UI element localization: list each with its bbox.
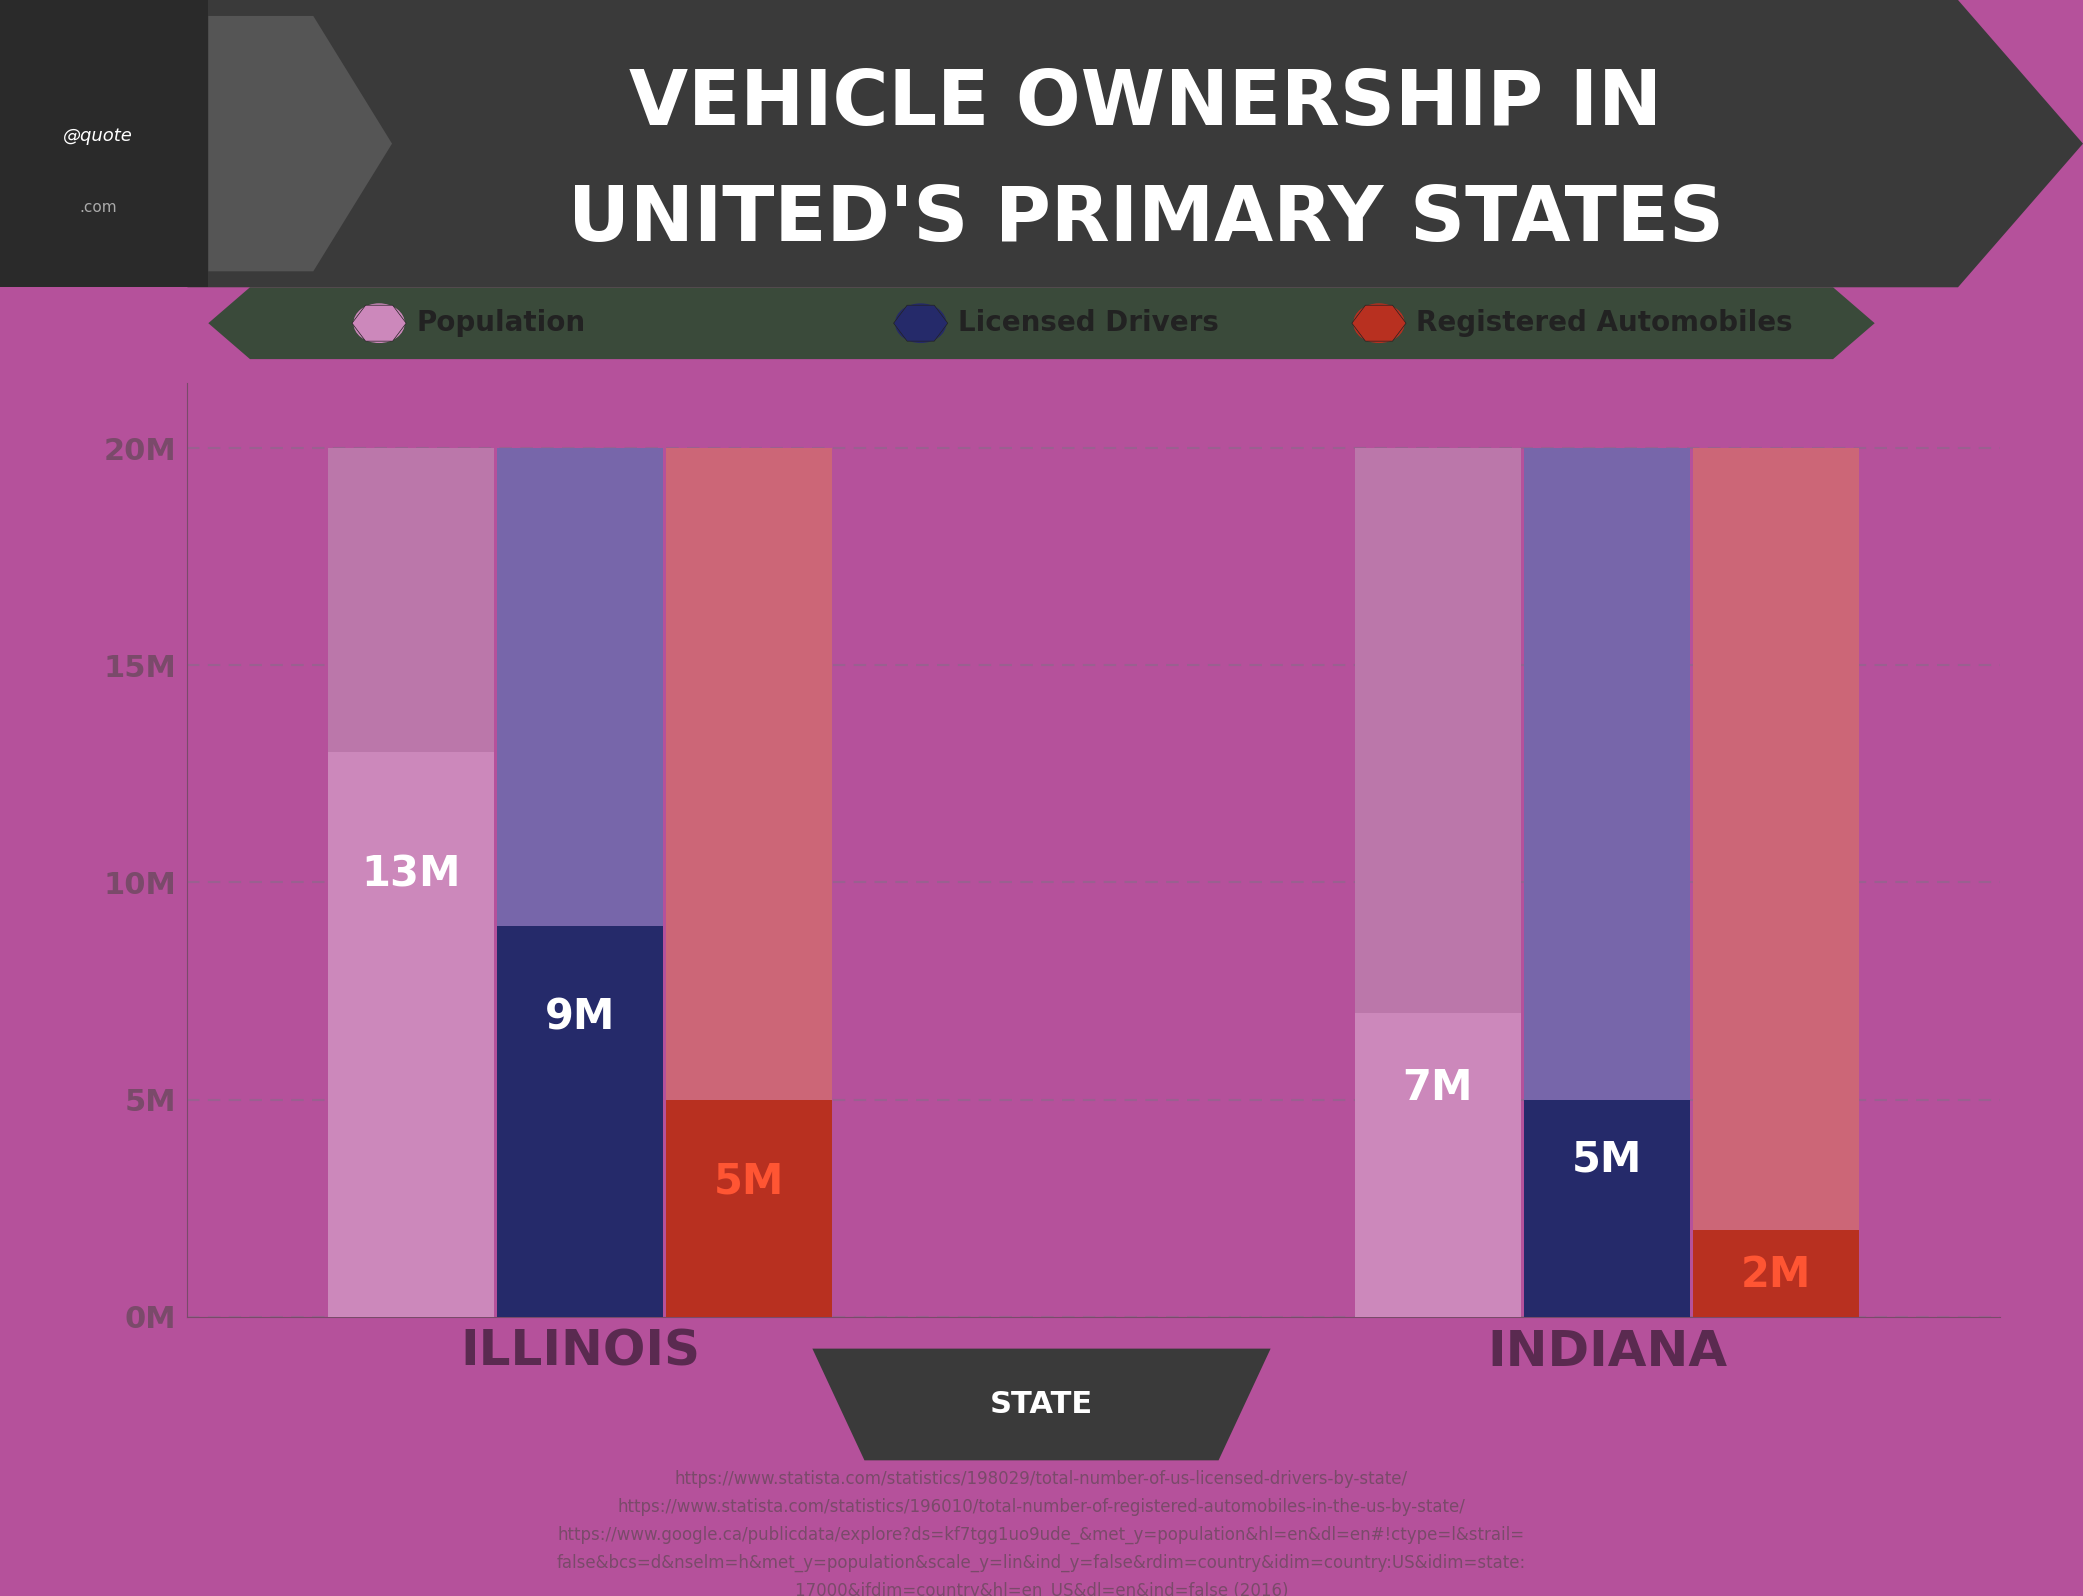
Bar: [1525, 448, 1689, 1317]
Text: Population: Population: [417, 310, 585, 337]
Text: UNITED'S PRIMARY STATES: UNITED'S PRIMARY STATES: [569, 184, 1723, 257]
Polygon shape: [208, 16, 392, 271]
Text: Licensed Drivers: Licensed Drivers: [958, 310, 1219, 337]
Bar: [1356, 1013, 1521, 1317]
Bar: [329, 752, 494, 1317]
Text: 7M: 7M: [1402, 1068, 1473, 1109]
Polygon shape: [208, 287, 1875, 359]
Text: STATE: STATE: [989, 1390, 1094, 1419]
Circle shape: [896, 303, 946, 343]
Bar: [667, 1100, 831, 1317]
Circle shape: [354, 303, 404, 343]
Polygon shape: [0, 0, 208, 287]
Bar: [667, 448, 831, 1317]
Text: .com: .com: [79, 200, 117, 215]
Bar: [1693, 1231, 1858, 1317]
Text: @quote: @quote: [62, 126, 133, 145]
Text: 5M: 5M: [714, 1160, 785, 1202]
Polygon shape: [352, 305, 406, 342]
Bar: [1356, 448, 1521, 1317]
Text: 5M: 5M: [1573, 1138, 1641, 1181]
Bar: [498, 448, 662, 1317]
Polygon shape: [187, 0, 2083, 287]
Text: Registered Automobiles: Registered Automobiles: [1416, 310, 1793, 337]
Polygon shape: [1352, 305, 1406, 342]
Text: 13M: 13M: [360, 854, 460, 895]
Polygon shape: [812, 1349, 1271, 1460]
Circle shape: [1354, 303, 1404, 343]
Text: 9M: 9M: [546, 996, 614, 1039]
Text: https://www.statista.com/statistics/198029/total-number-of-us-licensed-drivers-b: https://www.statista.com/statistics/1980…: [556, 1470, 1527, 1596]
Bar: [498, 926, 662, 1317]
Bar: [1525, 1100, 1689, 1317]
Bar: [329, 448, 494, 1317]
Text: 2M: 2M: [1741, 1254, 1812, 1296]
Text: VEHICLE OWNERSHIP IN: VEHICLE OWNERSHIP IN: [629, 67, 1662, 140]
Bar: [1693, 448, 1858, 1317]
Polygon shape: [894, 305, 948, 342]
